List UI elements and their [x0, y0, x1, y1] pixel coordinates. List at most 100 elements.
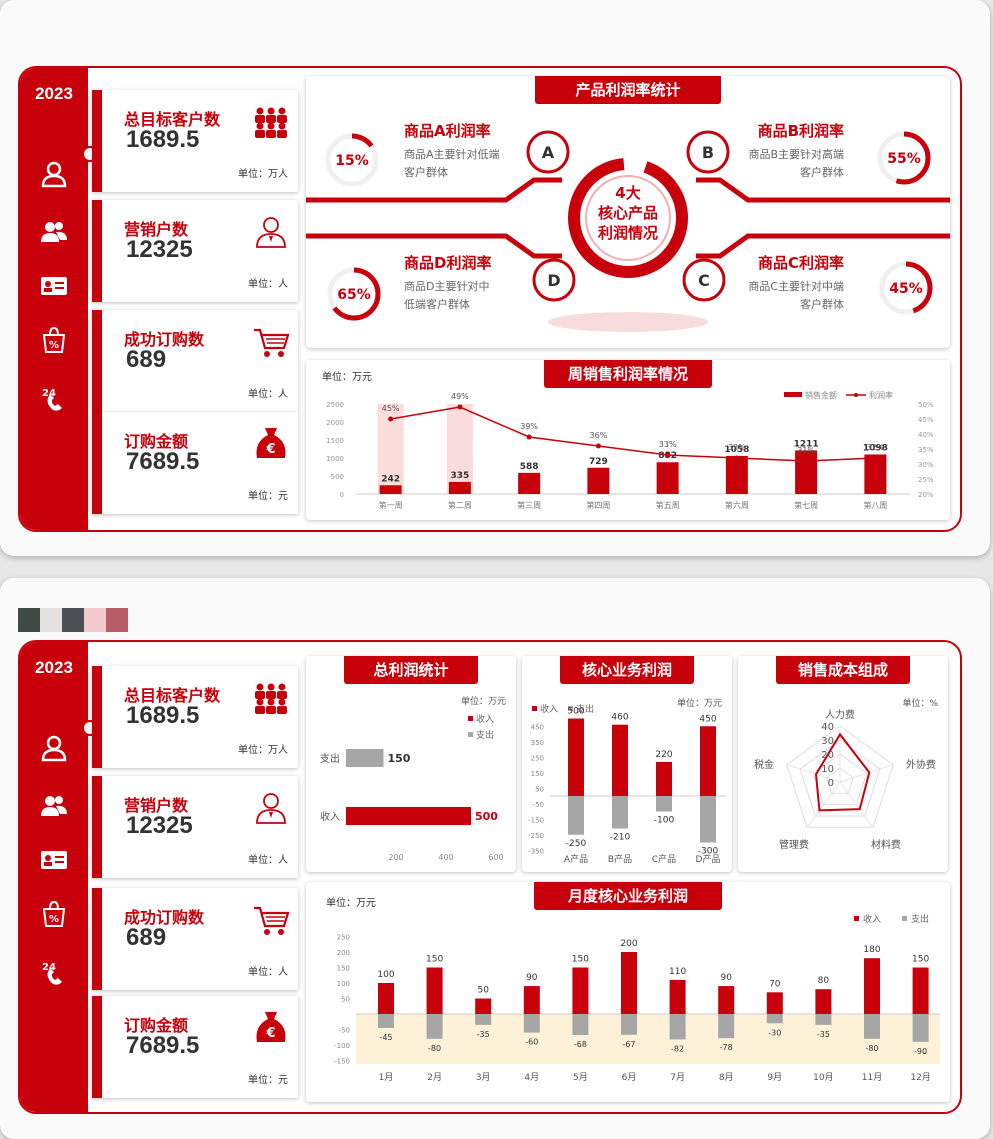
bar-label: -35: [477, 1030, 490, 1039]
svg-text:%: %: [49, 340, 59, 351]
kpi-unit: 单位：万人: [238, 745, 288, 756]
kpi-value: 689: [126, 346, 167, 373]
bar: [621, 1014, 637, 1035]
bar-label: 242: [381, 474, 400, 484]
dashboard-bottom: 2023 % 24 总目标客户数 1689.5 单位：万人 营销户数 12325 单位：人成…: [0, 578, 990, 1139]
kpi-unit: 单位：元: [248, 1075, 288, 1086]
radar-axis-label: 外协费: [906, 758, 936, 771]
y-tick: -50: [533, 801, 544, 809]
bar-label: -45: [379, 1033, 392, 1042]
profit-gauge-label: 45%: [889, 281, 923, 297]
kpi-accent-bar: [92, 200, 102, 302]
legend-swatch: [902, 916, 907, 921]
x-tick: B产品: [608, 853, 632, 865]
bar-label: -80: [428, 1044, 441, 1053]
bar: [568, 796, 584, 835]
bar-label: -100: [654, 816, 675, 826]
bar-label: 1098: [863, 443, 888, 453]
bar-label: 180: [863, 945, 880, 955]
bar: [718, 986, 735, 1014]
id-card-icon[interactable]: [40, 846, 68, 874]
users-icon[interactable]: [40, 218, 68, 246]
kpi-card: 营销户数 12325 单位：人: [92, 776, 298, 878]
y-tick: 1500: [326, 437, 344, 445]
bar-label: -80: [865, 1044, 878, 1053]
legend-swatch: [468, 732, 473, 737]
y-tick: -250: [528, 832, 544, 840]
product-name: 商品D利润率: [404, 254, 491, 272]
svg-text:24: 24: [42, 388, 56, 399]
bar: [795, 450, 818, 494]
kpi-unit: 单位：人: [248, 855, 288, 866]
people-group-icon: [252, 680, 290, 716]
kpi-accent-bar: [92, 996, 102, 1098]
id-card-icon[interactable]: [40, 272, 68, 300]
user-icon[interactable]: [40, 734, 68, 762]
profit-gauge-arc: [325, 133, 379, 187]
discount-bag-icon[interactable]: %: [40, 326, 68, 354]
x-tick: 11月: [862, 1072, 882, 1083]
user-icon[interactable]: [40, 160, 68, 188]
svg-text:C: C: [698, 271, 710, 290]
y-tick: -50: [339, 1027, 350, 1035]
bar: [700, 796, 716, 843]
y-tick: 50: [535, 785, 544, 793]
color-swatch: [40, 608, 62, 632]
kpi-title: 订购金额: [124, 432, 189, 451]
bar-label: 1211: [794, 439, 819, 449]
bar-label: 50: [477, 986, 489, 996]
rate-label: 32%: [728, 443, 746, 452]
user-outline-icon: [252, 790, 290, 826]
radar-axis-label: 税金: [754, 758, 774, 771]
bar-label: 1058: [724, 445, 749, 455]
radar-tick: 40: [821, 722, 834, 733]
x-tick: 8月: [719, 1072, 734, 1083]
bar-label: 70: [769, 979, 781, 989]
phone-24-icon[interactable]: 24: [40, 958, 68, 986]
bar: [346, 749, 384, 767]
kpi-value: 12325: [126, 812, 193, 839]
kpi-unit: 单位：人: [248, 967, 288, 978]
product-name: 商品B利润率: [758, 122, 844, 140]
kpi-value: 7689.5: [126, 1032, 200, 1059]
bar: [568, 718, 584, 796]
expense-band: [356, 1014, 940, 1064]
legend-swatch: [468, 716, 473, 721]
x-tick: 第八周: [863, 500, 887, 510]
money-bag-icon-svg: €: [256, 1012, 286, 1042]
bar: [572, 967, 589, 1014]
bar: [718, 1014, 735, 1039]
x-tick: 200: [388, 853, 403, 862]
rate-label: 32%: [866, 443, 884, 452]
kpi-card: 成功订购数 689 单位：人: [92, 888, 298, 990]
phone-24-icon[interactable]: 24: [40, 384, 68, 412]
legend-swatch: [784, 392, 802, 397]
bar-label: 588: [520, 462, 539, 472]
total-profit-panel: 总利润统计 单位：万元 收入 支出 支出 150 收入 500 200 400 600: [306, 656, 516, 872]
x-tick: 12月: [910, 1072, 930, 1083]
bar-label: -35: [817, 1030, 830, 1039]
user-outline-icon-svg: [256, 793, 286, 824]
bar-label: -60: [525, 1038, 538, 1047]
rate-point: [872, 455, 878, 461]
product-desc: 客户群体: [404, 165, 448, 179]
radar-tick: 10: [821, 764, 834, 775]
kpi-card: 订购金额 7689.5 单位：元 €: [92, 996, 298, 1098]
product-desc: 商品C主要针对中端: [748, 279, 844, 293]
chart-unit: 单位：万元: [461, 695, 506, 707]
product-profit-panel: 产品利润率统计 4大 核心产品 利润情况 A B D C 商品A利润率 商品A主要针对低端 客户群体…: [306, 76, 950, 348]
y-tick: 350: [531, 739, 544, 747]
color-swatch: [18, 608, 40, 632]
users-icon[interactable]: [40, 792, 68, 820]
bar: [612, 796, 628, 829]
x-tick: 第二周: [448, 500, 472, 510]
bar: [700, 726, 716, 796]
color-swatch: [84, 608, 106, 632]
rate-label: 31%: [797, 446, 815, 455]
rate-point: [665, 452, 671, 458]
bar: [378, 1014, 394, 1028]
discount-bag-icon[interactable]: %: [40, 900, 68, 928]
bar: [864, 454, 887, 494]
